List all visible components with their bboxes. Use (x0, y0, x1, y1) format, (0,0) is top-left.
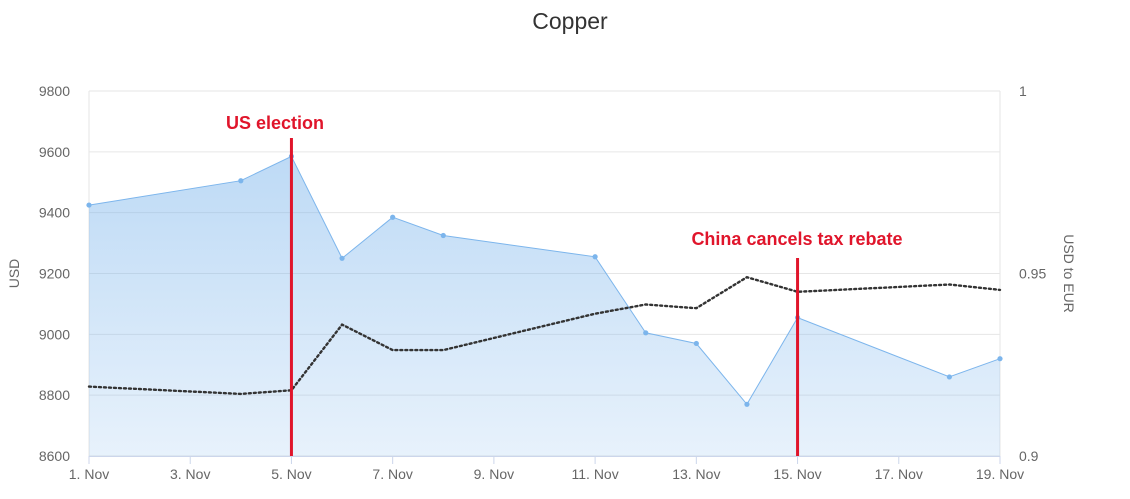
y-tick-label: 8600 (39, 448, 70, 464)
data-point (997, 356, 1003, 362)
x-tick-label: 17. Nov (875, 466, 923, 482)
y-tick-label: 9600 (39, 144, 70, 160)
x-tick-label: 11. Nov (572, 466, 619, 482)
y-right-tick-label: 0.9 (1019, 448, 1039, 464)
data-point (592, 254, 598, 260)
data-point (744, 401, 750, 407)
y-axis-title: USD (6, 259, 22, 289)
area-fill (89, 156, 1000, 456)
data-point (390, 214, 396, 220)
y-right-tick-label: 0.95 (1019, 266, 1046, 282)
data-point (693, 340, 699, 347)
y-tick-label: 8800 (39, 387, 70, 403)
x-tick-label: 9. Nov (474, 466, 514, 482)
y-tick-label: 9000 (39, 326, 70, 342)
data-point (440, 232, 446, 239)
annotation-label: China cancels tax rebate (691, 229, 902, 249)
data-point (643, 330, 649, 336)
x-tick-label: 1. Nov (69, 466, 109, 482)
y-tick-label: 9800 (39, 83, 70, 99)
y-right-tick-label: 1 (1019, 83, 1027, 99)
data-point (238, 178, 244, 184)
x-tick-label: 7. Nov (372, 466, 412, 482)
copper-area-series[interactable] (86, 153, 1003, 456)
y-right-axis-title: USD to EUR (1061, 234, 1077, 313)
annotations: US election China cancels tax rebate (226, 113, 903, 456)
x-tick-label: 3. Nov (170, 466, 210, 482)
x-tick-label: 13. Nov (672, 466, 720, 482)
y-tick-label: 9200 (39, 266, 70, 282)
data-point (946, 374, 952, 380)
data-point (339, 255, 345, 261)
chart-title: Copper (532, 8, 608, 34)
data-point (86, 202, 92, 208)
x-tick-label: 19. Nov (976, 466, 1024, 482)
y-tick-label: 9400 (39, 205, 70, 221)
x-tick-label: 5. Nov (271, 466, 311, 482)
annotation-label: US election (226, 113, 324, 133)
x-tick-label: 15. Nov (773, 466, 821, 482)
